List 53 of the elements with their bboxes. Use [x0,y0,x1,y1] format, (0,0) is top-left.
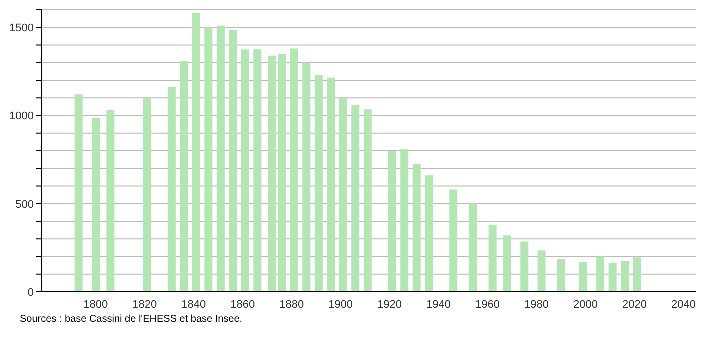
bar [204,28,213,292]
bar [302,62,311,292]
bar [608,262,617,292]
x-tick-label: 1820 [132,298,158,311]
bar [596,256,605,292]
y-tick-label: 1500 [10,22,34,35]
bar [520,242,529,292]
source-note: Sources : base Cassini de l'EHESS et base Insee. [20,314,244,325]
bar [352,105,360,292]
bar [254,50,262,292]
bar [106,110,115,292]
x-tick-label: 1900 [328,298,354,311]
bar [192,14,200,292]
bar [339,98,348,292]
y-tick-label: 500 [16,198,34,211]
bar [290,48,298,292]
x-tick-label: 1960 [476,298,500,311]
bar [503,236,512,292]
bar [180,61,188,292]
bar [388,151,396,292]
bar [469,202,478,292]
y-tick-label: 0 [28,286,34,299]
bar [74,94,83,292]
x-tick-label: 2020 [622,298,648,311]
bar [92,118,100,292]
bar [314,75,323,292]
bar [579,262,588,292]
x-tick-label: 2000 [574,298,598,311]
x-tick-label: 1840 [182,298,206,311]
bar [488,225,497,292]
x-tick-label: 1920 [378,298,402,311]
bar [425,176,434,292]
bar [143,98,152,292]
x-tick-label: 1980 [524,298,550,311]
y-tick-label: 1000 [10,110,34,123]
x-tick-label: 1860 [230,298,256,311]
bar [241,50,250,292]
bar [621,261,630,292]
x-tick-label: 1940 [426,298,452,311]
bar [412,164,421,292]
bar [450,190,458,292]
x-tick-label: 1800 [84,298,108,311]
bar [364,110,372,292]
x-tick-label: 1880 [280,298,304,311]
bar [327,78,336,292]
x-tick-label: 2040 [672,298,696,311]
bar [538,250,546,292]
bar [557,259,566,292]
bar [216,26,225,292]
bar [400,149,409,292]
bar [168,88,176,292]
bar [229,30,238,292]
bar [633,258,642,292]
